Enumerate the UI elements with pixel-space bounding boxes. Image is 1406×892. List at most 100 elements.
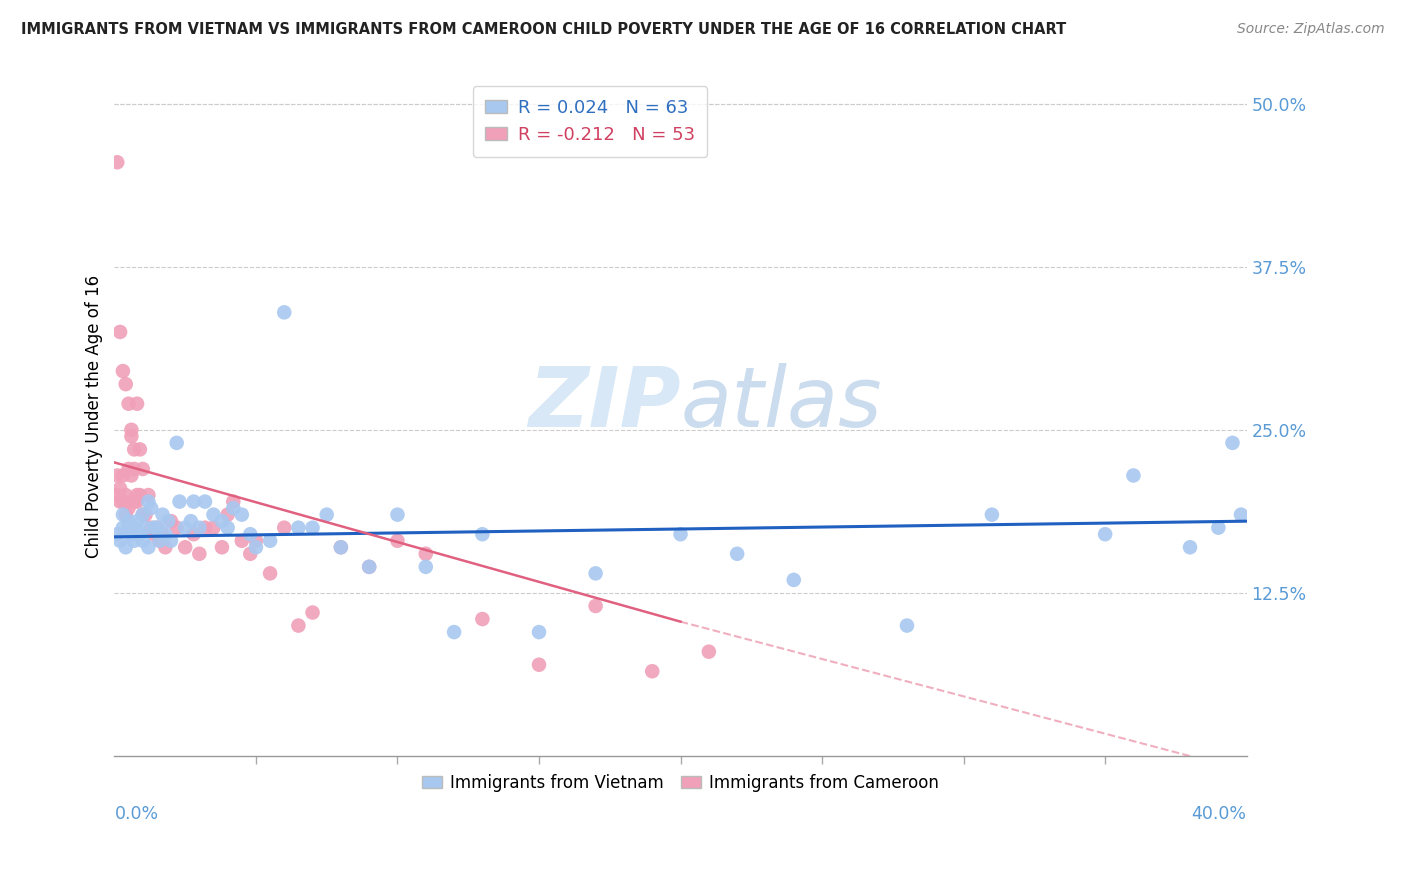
- Point: [301, 521, 323, 535]
- Point: [443, 625, 465, 640]
- Point: [132, 508, 155, 522]
- Point: [138, 541, 160, 555]
- Legend: Immigrants from Vietnam, Immigrants from Cameroon: Immigrants from Vietnam, Immigrants from…: [415, 767, 946, 798]
- Point: [471, 527, 494, 541]
- Text: atlas: atlas: [681, 363, 882, 443]
- Point: [122, 442, 145, 457]
- Point: [245, 541, 267, 555]
- Point: [359, 559, 381, 574]
- Point: [111, 508, 134, 522]
- Point: [122, 533, 145, 548]
- Point: [259, 533, 281, 548]
- Point: [1178, 541, 1201, 555]
- Point: [152, 508, 174, 522]
- Point: [1094, 527, 1116, 541]
- Text: 0.0%: 0.0%: [114, 805, 159, 822]
- Text: IMMIGRANTS FROM VIETNAM VS IMMIGRANTS FROM CAMEROON CHILD POVERTY UNDER THE AGE : IMMIGRANTS FROM VIETNAM VS IMMIGRANTS FR…: [21, 22, 1066, 37]
- Point: [231, 533, 253, 548]
- Point: [143, 527, 166, 541]
- Point: [108, 533, 131, 548]
- Point: [273, 521, 295, 535]
- Point: [415, 547, 437, 561]
- Point: [160, 514, 183, 528]
- Point: [180, 514, 202, 528]
- Text: 40.0%: 40.0%: [1192, 805, 1247, 822]
- Point: [273, 305, 295, 319]
- Point: [155, 541, 177, 555]
- Point: [359, 559, 381, 574]
- Point: [585, 566, 607, 581]
- Point: [166, 521, 188, 535]
- Point: [669, 527, 692, 541]
- Point: [527, 657, 550, 672]
- Point: [149, 533, 172, 548]
- Point: [194, 521, 217, 535]
- Point: [725, 547, 748, 561]
- Point: [108, 494, 131, 508]
- Point: [111, 364, 134, 378]
- Point: [111, 521, 134, 535]
- Point: [114, 488, 136, 502]
- Point: [128, 488, 150, 502]
- Point: [120, 494, 142, 508]
- Point: [117, 397, 139, 411]
- Point: [211, 541, 233, 555]
- Point: [125, 494, 148, 508]
- Point: [202, 508, 225, 522]
- Point: [1208, 521, 1230, 535]
- Point: [120, 429, 142, 443]
- Point: [111, 494, 134, 508]
- Point: [183, 527, 205, 541]
- Point: [239, 527, 262, 541]
- Point: [138, 488, 160, 502]
- Point: [641, 665, 664, 679]
- Point: [387, 508, 409, 522]
- Point: [125, 488, 148, 502]
- Point: [105, 488, 128, 502]
- Point: [415, 559, 437, 574]
- Point: [125, 514, 148, 528]
- Point: [259, 566, 281, 581]
- Point: [111, 468, 134, 483]
- Point: [1222, 435, 1244, 450]
- Point: [239, 547, 262, 561]
- Point: [105, 527, 128, 541]
- Point: [471, 612, 494, 626]
- Point: [143, 521, 166, 535]
- Point: [122, 494, 145, 508]
- Point: [155, 527, 177, 541]
- Point: [896, 618, 918, 632]
- Point: [132, 462, 155, 476]
- Point: [120, 468, 142, 483]
- Point: [117, 501, 139, 516]
- Point: [222, 494, 245, 508]
- Point: [149, 533, 172, 548]
- Point: [585, 599, 607, 613]
- Point: [1122, 468, 1144, 483]
- Point: [125, 397, 148, 411]
- Point: [146, 521, 169, 535]
- Point: [128, 442, 150, 457]
- Point: [1230, 508, 1253, 522]
- Point: [160, 533, 183, 548]
- Point: [183, 494, 205, 508]
- Point: [217, 521, 239, 535]
- Point: [169, 494, 191, 508]
- Point: [132, 508, 155, 522]
- Point: [122, 462, 145, 476]
- Point: [527, 625, 550, 640]
- Point: [980, 508, 1002, 522]
- Point: [329, 541, 352, 555]
- Point: [141, 501, 163, 516]
- Point: [329, 541, 352, 555]
- Point: [157, 514, 180, 528]
- Point: [287, 521, 309, 535]
- Point: [138, 494, 160, 508]
- Point: [188, 547, 211, 561]
- Text: ZIP: ZIP: [527, 363, 681, 443]
- Y-axis label: Child Poverty Under the Age of 16: Child Poverty Under the Age of 16: [86, 276, 103, 558]
- Point: [245, 533, 267, 548]
- Point: [108, 325, 131, 339]
- Point: [117, 514, 139, 528]
- Point: [117, 462, 139, 476]
